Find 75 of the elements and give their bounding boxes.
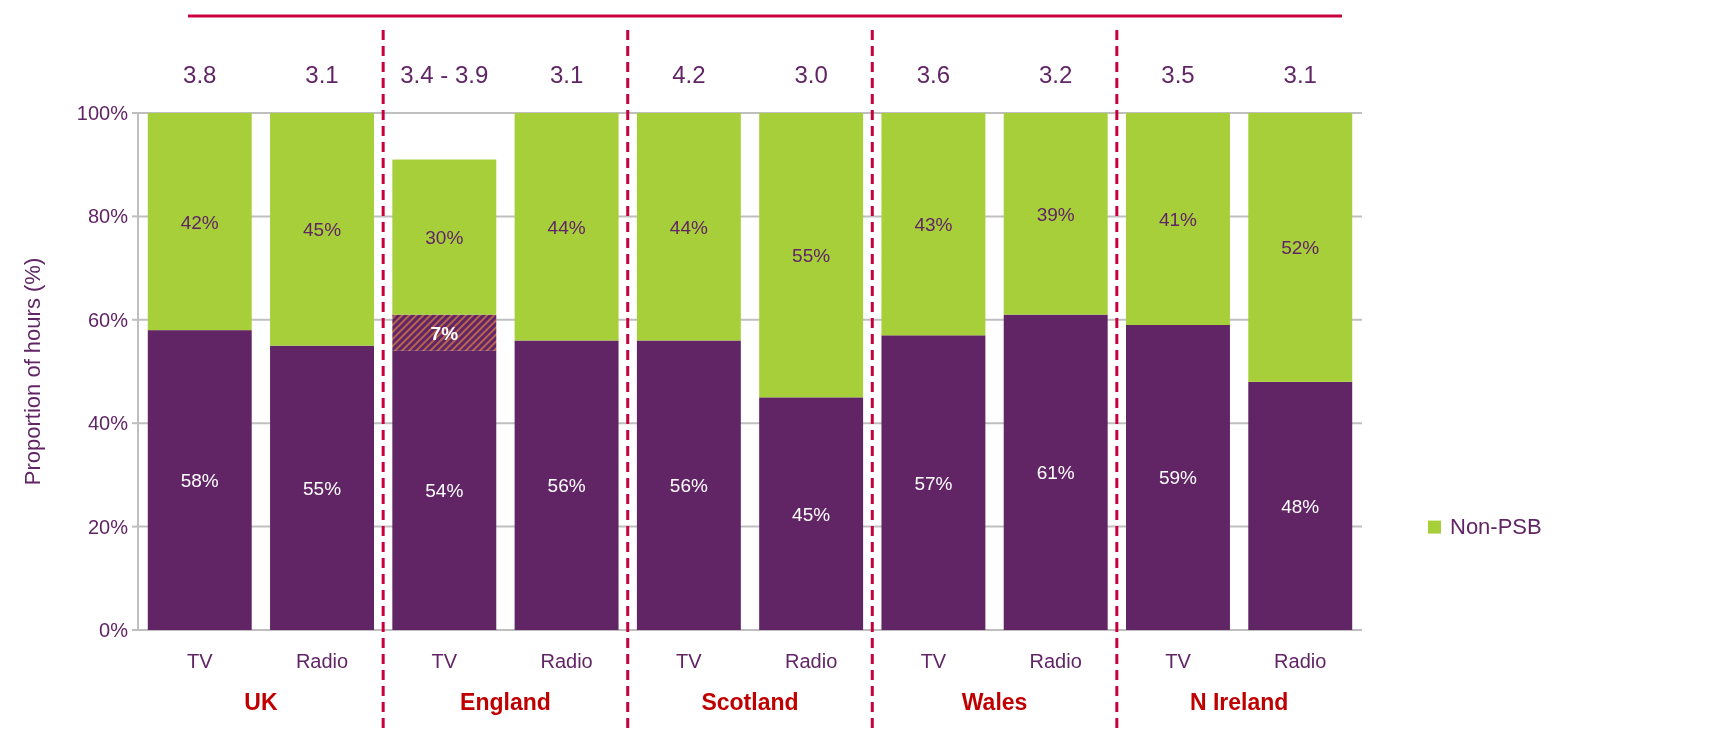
- x-tick-label: TV: [1165, 650, 1192, 672]
- bar: [1003, 113, 1108, 315]
- data-label: 30%: [425, 227, 464, 249]
- bar: [392, 350, 497, 630]
- y-tick-label: 40%: [87, 412, 129, 435]
- text: 4.2: [672, 61, 706, 88]
- data-label: 57%: [914, 472, 953, 494]
- y-tick-label: 100%: [76, 102, 129, 124]
- bar: [636, 340, 741, 630]
- data-label: 55%: [303, 477, 342, 499]
- bar: [881, 335, 986, 630]
- text: N Ireland: [1189, 689, 1289, 715]
- data-label: 55%: [792, 245, 831, 267]
- text: 3.0: [794, 61, 828, 88]
- text: England: [460, 689, 551, 715]
- x-tick-label: TV: [431, 650, 458, 672]
- x-tick-label: TV: [920, 650, 947, 672]
- bar: [1126, 324, 1230, 630]
- bar: [1126, 113, 1230, 325]
- data-label: 7%: [430, 322, 459, 344]
- text: 3.6: [916, 61, 951, 88]
- bar: [759, 397, 864, 630]
- y-axis-title: Proportion of hours (%): [20, 257, 45, 486]
- data-label: 52%: [1281, 237, 1320, 259]
- bar: [636, 113, 741, 341]
- y-tick-label: 20%: [87, 515, 129, 538]
- text: Scotland: [701, 689, 799, 715]
- bar: [514, 340, 619, 630]
- data-label: 41%: [1158, 208, 1198, 230]
- data-label: 39%: [1036, 203, 1075, 225]
- bar: [147, 330, 252, 630]
- data-label: 58%: [180, 470, 219, 492]
- text: 3.8: [183, 61, 217, 88]
- bar: [1003, 314, 1108, 630]
- data-label: 48%: [1281, 495, 1320, 517]
- y-tick-label: 0%: [99, 619, 129, 641]
- text: 3.1: [1283, 61, 1317, 88]
- text: Wales: [961, 689, 1028, 715]
- data-label: 45%: [303, 219, 342, 241]
- bar: [1248, 113, 1353, 382]
- text: UK: [244, 689, 278, 715]
- bar: [1248, 381, 1353, 630]
- data-label: 61%: [1036, 462, 1075, 484]
- bar: [270, 113, 374, 346]
- data-label: 44%: [547, 216, 586, 238]
- data-label: 44%: [669, 216, 708, 238]
- data-label: 45%: [792, 503, 831, 525]
- y-tick-label: 60%: [87, 308, 129, 331]
- x-tick-label: TV: [676, 650, 703, 672]
- data-label: 42%: [180, 211, 219, 233]
- y-tick-label: 80%: [87, 205, 129, 228]
- x-tick-label: Radio: [1029, 650, 1082, 672]
- legend-label: Non-PSB: [1450, 513, 1542, 539]
- x-tick-label: Radio: [540, 650, 593, 672]
- text: 3.1: [549, 61, 584, 88]
- text: 3.4 - 3.9: [400, 61, 489, 88]
- text: 3.1: [305, 61, 339, 88]
- data-label: 54%: [425, 480, 464, 502]
- bar: [392, 314, 497, 351]
- bar: [881, 113, 986, 336]
- bar: [270, 345, 374, 630]
- bar: [759, 113, 864, 398]
- x-tick-label: Radio: [1274, 650, 1327, 672]
- x-tick-label: Radio: [785, 650, 838, 672]
- bar: [392, 159, 497, 315]
- data-label: 43%: [914, 214, 953, 236]
- data-label: 59%: [1158, 467, 1198, 489]
- x-tick-label: Radio: [295, 650, 349, 672]
- data-label: 56%: [669, 475, 708, 497]
- bar: [147, 113, 252, 331]
- bar: [514, 113, 619, 341]
- data-label: 56%: [547, 475, 586, 497]
- x-tick-label: TV: [186, 650, 214, 672]
- text: 3.2: [1039, 61, 1073, 88]
- text: 3.5: [1161, 61, 1195, 88]
